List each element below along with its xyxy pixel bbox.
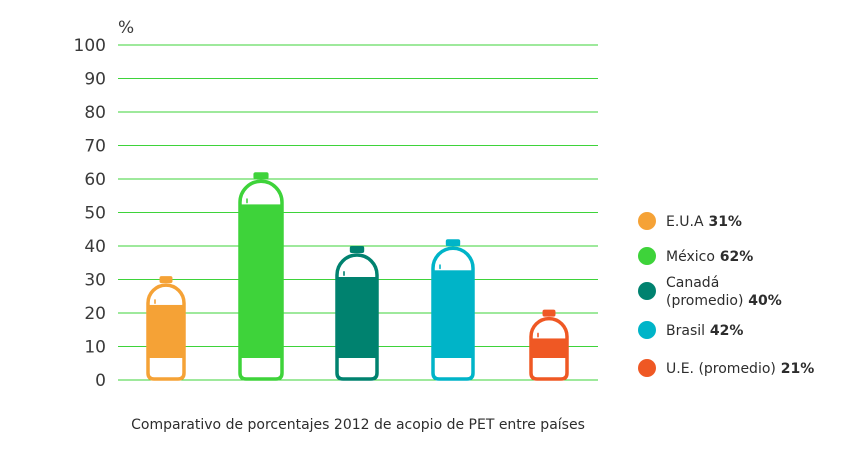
y-tick-label: 90 [84, 70, 106, 90]
bottle-cap [445, 239, 461, 247]
legend-label: U.E. (promedio) 21% [666, 361, 814, 377]
legend-label: México 62% [666, 249, 753, 265]
legend-value: 31% [704, 214, 742, 230]
y-tick-label: 60 [84, 170, 106, 190]
legend-item: Canadá (promedio) 40% [638, 275, 782, 309]
legend-value: 21% [776, 361, 814, 377]
bottle-bar [431, 239, 475, 381]
y-tick-label: 100 [74, 36, 106, 56]
legend-value: 62% [715, 249, 753, 265]
legend: E.U.A 31% México 62% Canadá (promedio) 40% B… [638, 212, 814, 377]
bottle-fill [241, 204, 281, 358]
chart-caption: Comparativo de porcentajes 2012 de acopi… [131, 417, 585, 433]
bottle-cap [542, 309, 556, 317]
y-tick-label: 40 [84, 237, 106, 257]
legend-item: E.U.A 31% [638, 212, 742, 230]
legend-label: Canadá [666, 275, 719, 291]
legend-label: E.U.A 31% [666, 214, 742, 230]
legend-swatch [638, 212, 656, 230]
y-tick-label: 20 [84, 304, 106, 324]
bottle-cap [159, 276, 173, 284]
y-tick-label: 70 [84, 137, 106, 157]
legend-swatch [638, 282, 656, 300]
y-tick-label: 80 [84, 103, 106, 123]
bottle-fill [532, 338, 566, 358]
bottle-cap [253, 172, 269, 180]
bottle-cap [349, 246, 365, 253]
bottle-fill [149, 304, 183, 358]
legend-label: (promedio) 40% [666, 293, 782, 309]
y-tick-label: 10 [84, 338, 106, 358]
legend-value: 40% [743, 293, 781, 309]
bottle-bars [146, 172, 569, 381]
bottle-bar [335, 246, 379, 381]
bottle-bar [238, 172, 284, 381]
legend-item: México 62% [638, 247, 753, 265]
y-tick-label: 30 [84, 271, 106, 291]
bottle-bar [529, 309, 569, 381]
legend-swatch [638, 247, 656, 265]
legend-item: Brasil 42% [638, 321, 743, 339]
y-axis-unit-label: % [118, 18, 134, 38]
bottle-fill [338, 277, 376, 358]
bottle-fill [434, 270, 472, 358]
legend-swatch [638, 359, 656, 377]
legend-item: U.E. (promedio) 21% [638, 359, 814, 377]
legend-value: 42% [705, 323, 743, 339]
legend-label: Brasil 42% [666, 323, 743, 339]
y-tick-label: 50 [84, 204, 106, 224]
bottle-bar [146, 276, 186, 381]
legend-swatch [638, 321, 656, 339]
y-axis: % 0 10 20 30 40 50 60 70 80 90 100 [74, 18, 135, 391]
y-tick-label: 0 [95, 371, 106, 391]
